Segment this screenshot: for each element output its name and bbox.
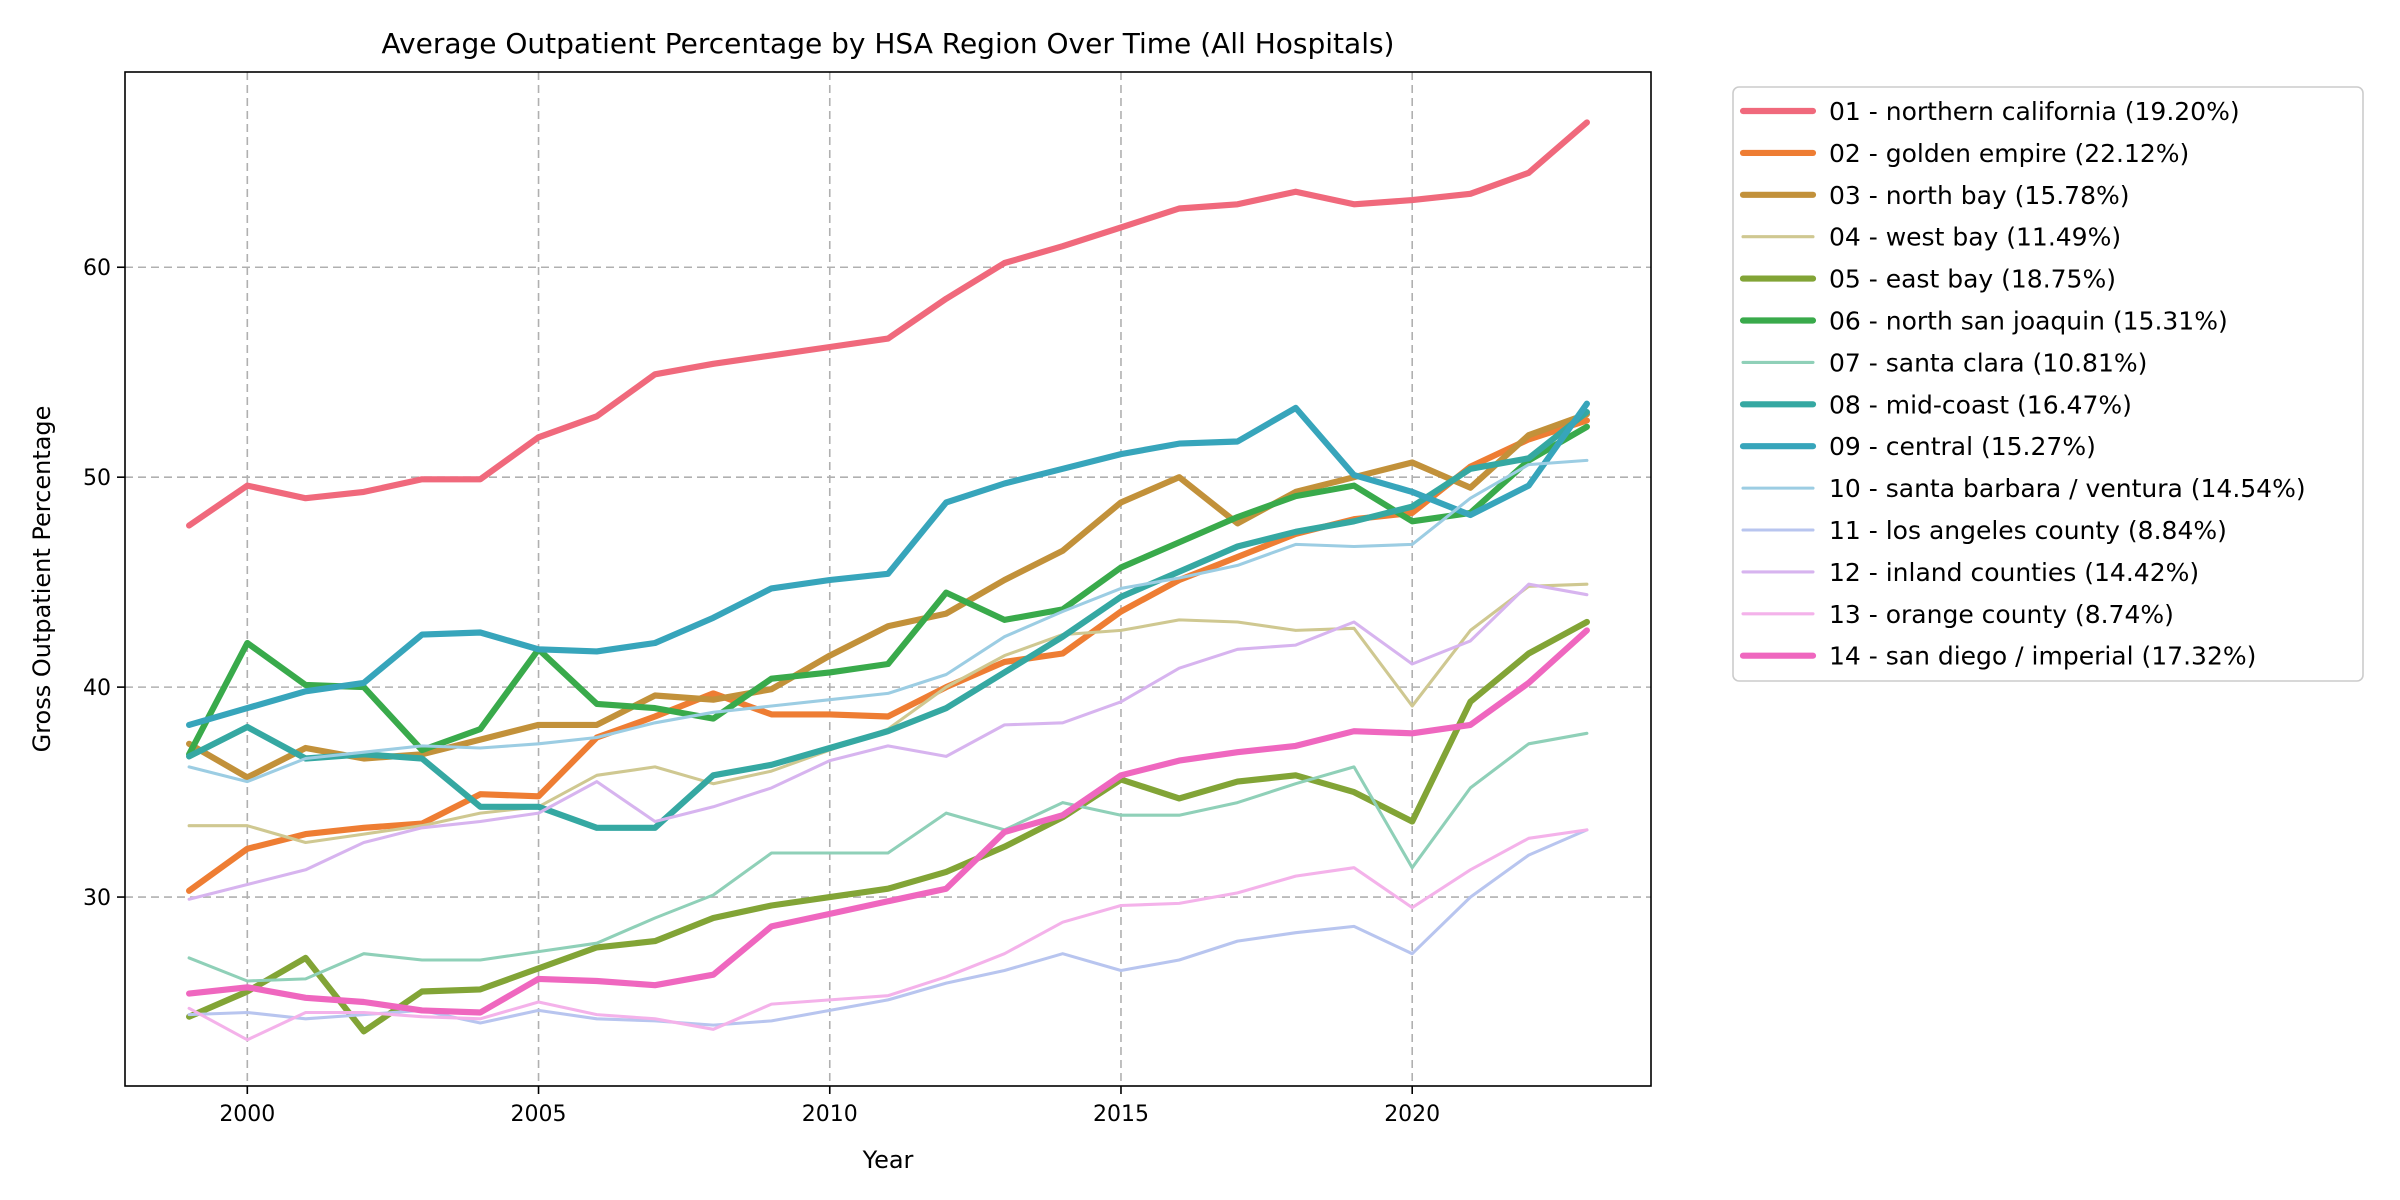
legend-label-02: 02 - golden empire (22.12%) (1829, 139, 2189, 168)
legend-label-14: 14 - san diego / imperial (17.32%) (1829, 642, 2256, 671)
x-tick-label: 2010 (802, 1102, 858, 1127)
y-axis: 30 40 50 60 (83, 256, 125, 911)
series-line-14 (186, 627, 1590, 1016)
legend: 01 - northern california (19.20%) 02 - go… (1732, 86, 2364, 682)
legend-label-10: 10 - santa barbara / ventura (14.54%) (1829, 474, 2306, 503)
legend-label-11: 11 - los angeles county (8.84%) (1829, 516, 2227, 545)
legend-label-03: 03 - north bay (15.78%) (1829, 181, 2130, 210)
y-tick-label: 40 (83, 676, 111, 701)
legend-label-09: 09 - central (15.27%) (1829, 432, 2096, 461)
legend-label-04: 04 - west bay (11.49%) (1829, 223, 2121, 252)
y-axis-label: Gross Outpatient Percentage (28, 406, 56, 753)
x-axis: 2000 2005 2010 2015 2020 (219, 1086, 1440, 1127)
series-line-12 (187, 582, 1589, 901)
x-tick-label: 2005 (511, 1102, 567, 1127)
legend-label-05: 05 - east bay (18.75%) (1829, 265, 2116, 294)
legend-label-07: 07 - santa clara (10.81%) (1829, 348, 2147, 377)
series-line-06 (186, 423, 1590, 758)
legend-label-08: 08 - mid-coast (16.47%) (1829, 390, 2132, 419)
series-line-13 (187, 828, 1589, 1042)
chart-title: Average Outpatient Percentage by HSA Reg… (382, 27, 1395, 60)
legend-label-12: 12 - inland counties (14.42%) (1829, 558, 2199, 587)
series-line-10 (187, 458, 1589, 784)
x-tick-label: 2015 (1093, 1102, 1149, 1127)
y-tick-label: 60 (83, 256, 111, 281)
legend-label-06: 06 - north san joaquin (15.31%) (1829, 307, 2228, 336)
legend-label-01: 01 - northern california (19.20%) (1829, 97, 2240, 126)
y-tick-label: 50 (83, 466, 111, 491)
series-lines (186, 119, 1590, 1042)
y-tick-label: 30 (83, 886, 111, 911)
plot-area-frame (124, 71, 1652, 1087)
legend-label-13: 13 - orange county (8.74%) (1829, 600, 2174, 629)
series-line-05 (186, 618, 1590, 1035)
grid (125, 72, 1651, 1086)
x-tick-label: 2000 (219, 1102, 275, 1127)
series-line-07 (187, 731, 1589, 983)
series-line-09 (186, 400, 1590, 728)
legend-box (1732, 86, 2364, 682)
series-line-08 (186, 409, 1590, 831)
x-axis-label: Year (862, 1146, 914, 1174)
x-tick-label: 2020 (1384, 1102, 1440, 1127)
series-line-01 (186, 119, 1590, 529)
